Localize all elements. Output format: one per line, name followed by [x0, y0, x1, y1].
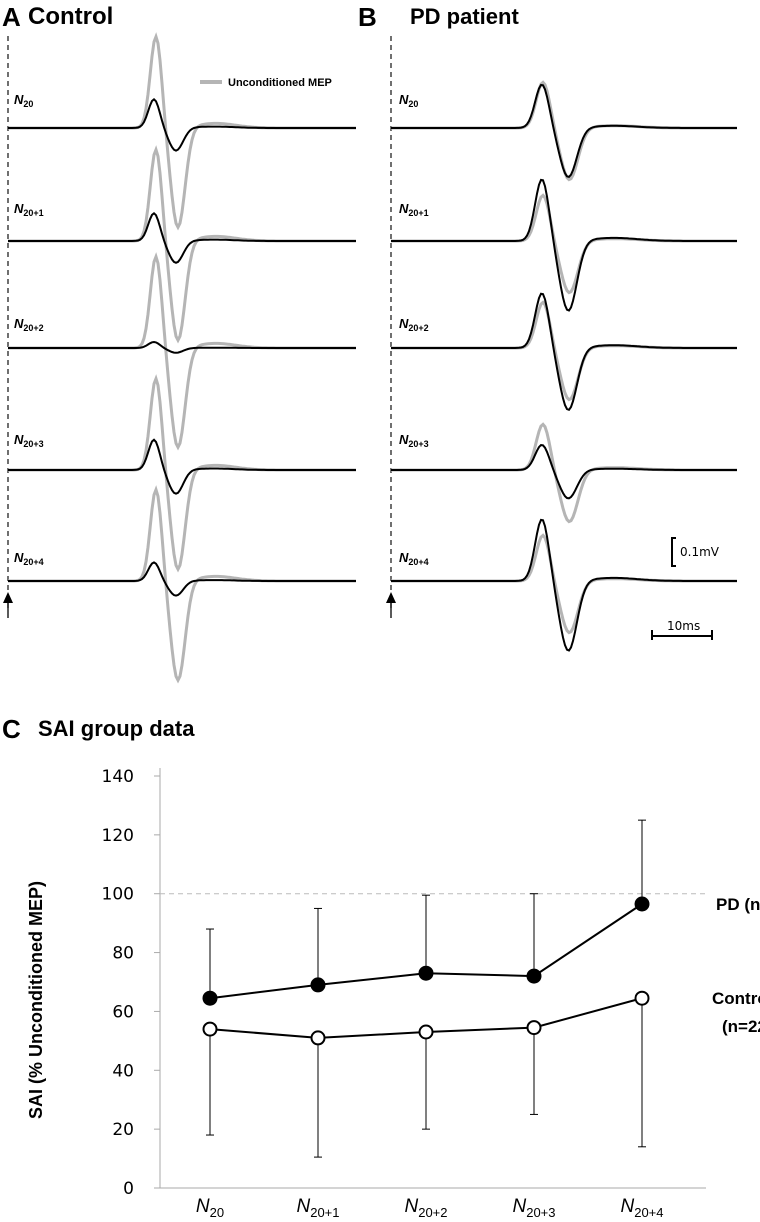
- conditioned-trace-a-3: [8, 438, 356, 495]
- time-scale-label: 10ms: [667, 619, 700, 633]
- panel-b-traces: [391, 80, 737, 652]
- row-label-a-4: N20+4: [14, 550, 44, 567]
- unconditioned-trace-b-3: [391, 422, 737, 524]
- conditioned-trace-b-0: [391, 83, 737, 179]
- unconditioned-trace-a-0: [8, 32, 356, 231]
- x-tick-label: N20+2: [404, 1196, 447, 1220]
- panel-b-row-labels: N20 N20+1 N20+2 N20+3 N20+4: [399, 92, 429, 567]
- row-label-a-2: N20+2: [14, 316, 44, 333]
- x-tick-label: N20: [196, 1196, 224, 1220]
- data-point-controls: [526, 1020, 542, 1036]
- data-point-pd: [310, 977, 326, 993]
- panel-a-traces: [8, 32, 356, 684]
- amplitude-scale-bar: [671, 537, 676, 567]
- series-points: [202, 896, 650, 1046]
- panel-c-letter: C: [2, 714, 21, 744]
- error-bars: [206, 819, 646, 1158]
- panel-a-letter: A: [2, 2, 21, 32]
- conditioned-trace-a-4: [8, 561, 356, 597]
- row-label-b-1: N20+1: [399, 201, 429, 218]
- unconditioned-trace-b-2: [391, 300, 737, 402]
- data-point-controls: [310, 1030, 326, 1046]
- y-tick-label: 60: [112, 1002, 134, 1022]
- x-tick-label: N20+1: [296, 1196, 339, 1220]
- unconditioned-trace-b-0: [391, 80, 737, 182]
- data-point-pd: [526, 968, 542, 984]
- y-tick-label: 0: [123, 1179, 134, 1199]
- row-label-b-3: N20+3: [399, 432, 429, 449]
- row-label-a-3: N20+3: [14, 432, 44, 449]
- conditioned-trace-b-3: [391, 444, 737, 500]
- row-label-b-2: N20+2: [399, 316, 429, 333]
- y-tick-label: 120: [102, 826, 134, 846]
- y-tick-label: 20: [112, 1120, 134, 1140]
- conditioned-trace-b-1: [391, 178, 737, 312]
- y-axis-label: SAI (% Unconditioned MEP): [26, 881, 46, 1119]
- row-label-a-1: N20+1: [14, 201, 44, 218]
- panel-a-row-labels: N20 N20+1 N20+2 N20+3 N20+4: [14, 92, 44, 567]
- data-point-pd: [634, 896, 650, 912]
- unconditioned-trace-a-4: [8, 485, 356, 684]
- series-label-controls-n: (n=22): [722, 1017, 760, 1036]
- panel-a-title: Control: [28, 3, 113, 30]
- conditioned-trace-a-2: [8, 340, 356, 354]
- x-tick-labels: N20 N20+1 N20+2 N20+3 N20+4: [196, 1196, 664, 1220]
- panel-c-title: SAI group data: [38, 716, 195, 741]
- legend-unconditioned-label: Unconditioned MEP: [228, 77, 332, 89]
- sai-chart: SAI (% Unconditioned MEP) 0 20 40 60 80 100 12…: [26, 767, 760, 1220]
- panel-a-stimulus-arrow-icon: [3, 592, 13, 603]
- panel-b-stimulus-arrow-icon: [386, 592, 396, 603]
- amplitude-scale-label: 0.1mV: [680, 545, 720, 559]
- y-tick-label: 140: [102, 767, 134, 787]
- series-label-controls: Controls: [712, 989, 760, 1008]
- x-tick-label: N20+3: [512, 1196, 555, 1220]
- chart-axes: 0 20 40 60 80 100 120 140: [102, 767, 706, 1199]
- unconditioned-trace-b-1: [391, 193, 737, 295]
- x-tick-label: N20+4: [620, 1196, 663, 1220]
- data-point-controls: [418, 1024, 434, 1040]
- y-tick-label: 40: [112, 1061, 134, 1081]
- row-label-a-0: N20: [14, 92, 33, 109]
- data-point-pd: [418, 965, 434, 981]
- conditioned-trace-a-1: [8, 211, 356, 264]
- conditioned-trace-a-0: [8, 97, 356, 152]
- data-point-pd: [202, 990, 218, 1006]
- data-point-controls: [202, 1021, 218, 1037]
- unconditioned-trace-a-1: [8, 145, 356, 344]
- row-label-b-0: N20: [399, 92, 418, 109]
- y-tick-label: 100: [102, 885, 134, 905]
- panel-b-letter: B: [358, 2, 377, 32]
- conditioned-trace-b-4: [391, 518, 737, 652]
- series-labels: PD (n=22) Controls (n=22): [712, 895, 760, 1036]
- data-point-controls: [634, 990, 650, 1006]
- row-label-b-4: N20+4: [399, 550, 429, 567]
- series-label-pd: PD (n=22): [716, 895, 760, 914]
- unconditioned-trace-a-3: [8, 374, 356, 573]
- y-tick-label: 80: [112, 944, 134, 964]
- panel-b-title: PD patient: [410, 4, 519, 29]
- conditioned-trace-b-2: [391, 292, 737, 411]
